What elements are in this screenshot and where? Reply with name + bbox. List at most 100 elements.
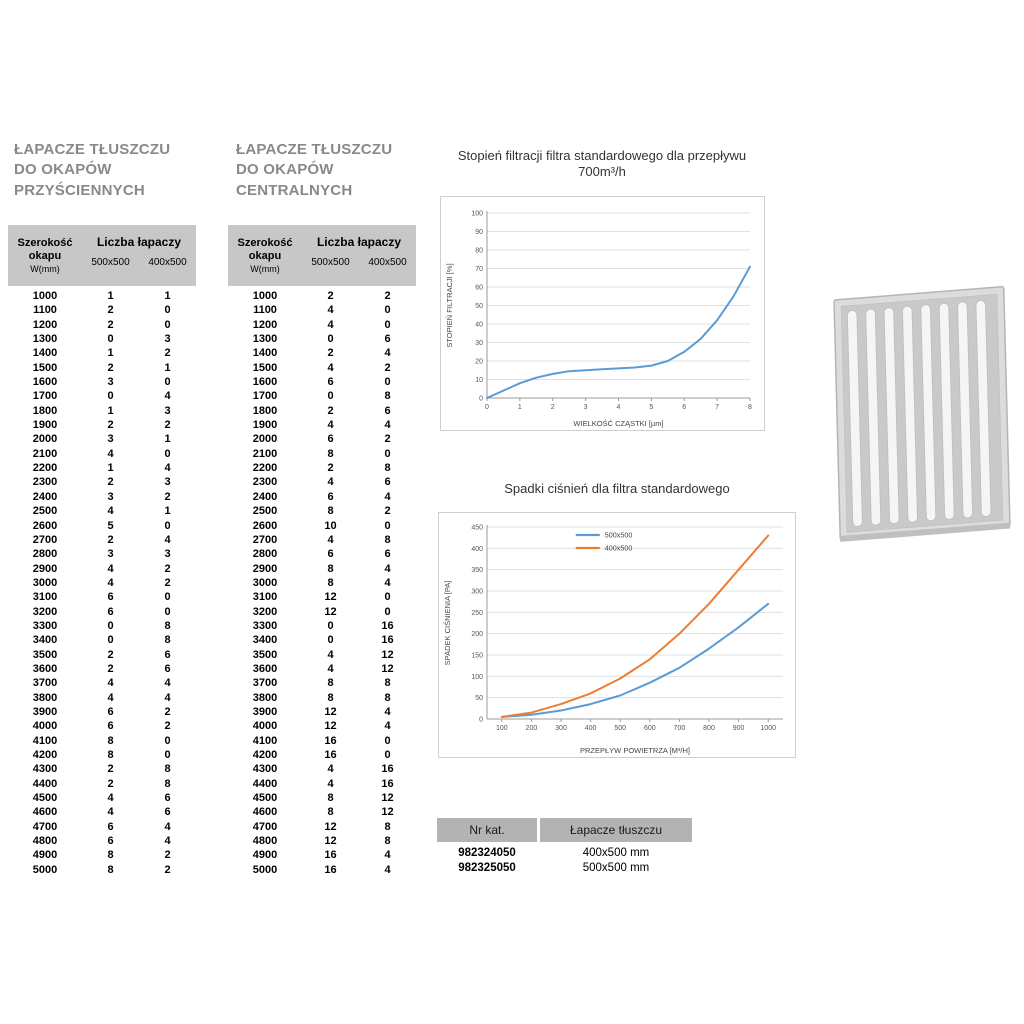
trap-count-cell: 4	[384, 490, 391, 503]
table-row: 1500 2 1	[8, 361, 196, 375]
hood-width-cell: 3800	[32, 691, 58, 704]
header-text: W(mm)	[250, 264, 280, 275]
trap-count-cell: 6	[327, 433, 334, 446]
trap-count-cell: 2	[164, 562, 171, 575]
hood-width-cell: 4600	[252, 806, 278, 819]
table-row: 4800 6 4	[8, 834, 196, 848]
table-row: 4200 8 0	[8, 748, 196, 762]
trap-count-cell: 2	[164, 576, 171, 589]
grease-filter-image	[833, 286, 1011, 542]
svg-text:400: 400	[471, 546, 483, 553]
hood-width-cell: 2400	[252, 490, 278, 503]
trap-count-cell: 2	[107, 662, 114, 675]
trap-count-cell: 4	[107, 447, 114, 460]
title-line: DO OKAPÓW	[236, 161, 334, 179]
central-hoods-table: Szerokość okapu W(mm) Liczba łapaczy 500…	[228, 225, 416, 877]
table-row: 2500 4 1	[8, 504, 196, 518]
trap-count-cell: 2	[384, 290, 391, 302]
svg-text:5: 5	[649, 404, 653, 411]
trap-count-cell: 2	[107, 318, 114, 331]
trap-count-cell: 2	[107, 476, 114, 489]
trap-count-cell: 12	[324, 835, 337, 848]
svg-text:3: 3	[583, 404, 587, 411]
trap-count-cell: 16	[324, 734, 337, 747]
pressure-chart-title: Spadki ciśnień dla filtra standardowego	[504, 481, 730, 496]
trap-count-cell: 2	[327, 462, 334, 475]
wall-hoods-table: Szerokość okapu W(mm) Liczba łapaczy 500…	[8, 225, 196, 877]
hood-width-cell: 3000	[252, 576, 278, 589]
trap-count-cell: 2	[107, 763, 114, 776]
table-row: 3500 4 12	[228, 648, 416, 662]
trap-count-cell: 8	[164, 619, 171, 632]
table-body: 1000 1 1 1100 2 0 1200 2 0 1300 0 3 1400 1 2 1500 2 1 1600…	[8, 286, 196, 877]
hood-width-cell: 1900	[32, 419, 58, 432]
trap-count-cell: 2	[164, 490, 171, 503]
trap-count-cell: 0	[164, 749, 171, 761]
trap-count-cell: 12	[324, 720, 337, 733]
catalog-number-header: Nr kat.	[437, 818, 537, 842]
hood-width-cell: 4600	[32, 806, 58, 819]
table-row: 4100 16 0	[228, 734, 416, 748]
trap-count-cell: 6	[107, 820, 114, 833]
hood-width-cell: 3200	[32, 605, 58, 618]
hood-width-cell: 1000	[252, 290, 278, 302]
table-row: 1700 0 4	[8, 389, 196, 403]
trap-count-cell: 8	[384, 677, 391, 690]
hood-width-cell: 4300	[32, 763, 58, 776]
trap-count-cell: 2	[164, 849, 171, 862]
hood-width-cell: 2100	[32, 447, 58, 460]
hood-width-cell: 3100	[32, 591, 58, 604]
svg-text:WIELKOŚĆ CZĄSTKI [µm]: WIELKOŚĆ CZĄSTKI [µm]	[573, 419, 663, 428]
svg-text:40: 40	[475, 321, 483, 328]
table-row: 3000 8 4	[228, 576, 416, 590]
trap-count-cell: 12	[324, 605, 337, 618]
table-row: 3200 12 0	[228, 605, 416, 619]
header-text: okapu	[28, 250, 62, 262]
svg-text:450: 450	[471, 525, 483, 532]
table-row: 4800 12 8	[228, 834, 416, 848]
svg-text:250: 250	[471, 610, 483, 617]
trap-count-cell: 4	[164, 835, 171, 848]
hood-width-cell: 3000	[32, 576, 58, 589]
trap-count-cell: 4	[384, 347, 391, 360]
table-body: 1000 2 2 1100 4 0 1200 4 0 1300 0 6 1400 2 4 1500 4 2 1600…	[228, 286, 416, 877]
table-row: 2000 6 2	[228, 432, 416, 446]
table-row: 2600 5 0	[8, 519, 196, 533]
trap-count-cell: 12	[381, 648, 394, 661]
table-row: 2400 3 2	[8, 490, 196, 504]
wall-hoods-table-title: ŁAPACZE TŁUSZCZU DO OKAPÓW PRZYŚCIENNYCH	[14, 140, 224, 201]
hood-width-cell: 2600	[252, 519, 278, 532]
table-row: 4300 4 16	[228, 762, 416, 776]
trap-count-cell: 1	[164, 290, 171, 302]
svg-text:30: 30	[475, 340, 483, 347]
hood-width-header: Szerokość okapu W(mm)	[228, 225, 302, 286]
hood-width-cell: 1400	[252, 347, 278, 360]
svg-text:100: 100	[471, 210, 483, 217]
trap-count-cell: 4	[164, 691, 171, 704]
trap-count-cell: 0	[384, 447, 391, 460]
table-row: 3900 6 2	[8, 705, 196, 719]
hood-width-cell: 3900	[32, 705, 58, 718]
svg-text:SPADEK CIŚNIENIA [PA]: SPADEK CIŚNIENIA [PA]	[443, 581, 452, 666]
svg-text:STOPIEŃ FILTRACJI [%]: STOPIEŃ FILTRACJI [%]	[445, 263, 454, 347]
trap-count-cell: 4	[327, 533, 334, 546]
table-row: 2300 2 3	[8, 475, 196, 489]
table-row: 4400 4 16	[228, 777, 416, 791]
trap-count-cell: 6	[164, 792, 171, 805]
table-row: 4000 12 4	[228, 719, 416, 733]
trap-count-cell: 4	[327, 304, 334, 317]
table-row: 1500 4 2	[228, 361, 416, 375]
trap-count-cell: 2	[327, 290, 334, 302]
trap-count-cell: 8	[107, 849, 114, 862]
trap-count-cell: 4	[107, 792, 114, 805]
trap-count-cell: 16	[324, 863, 337, 876]
trap-count-cell: 6	[384, 333, 391, 346]
hood-width-cell: 4700	[32, 820, 58, 833]
table-row: 2300 4 6	[228, 475, 416, 489]
trap-count-cell: 4	[327, 361, 334, 374]
table-row: 2200 2 8	[228, 461, 416, 475]
table-row: 2400 6 4	[228, 490, 416, 504]
hood-width-cell: 4100	[32, 734, 58, 747]
table-row: 2800 3 3	[8, 547, 196, 561]
table-row: 1200 2 0	[8, 318, 196, 332]
